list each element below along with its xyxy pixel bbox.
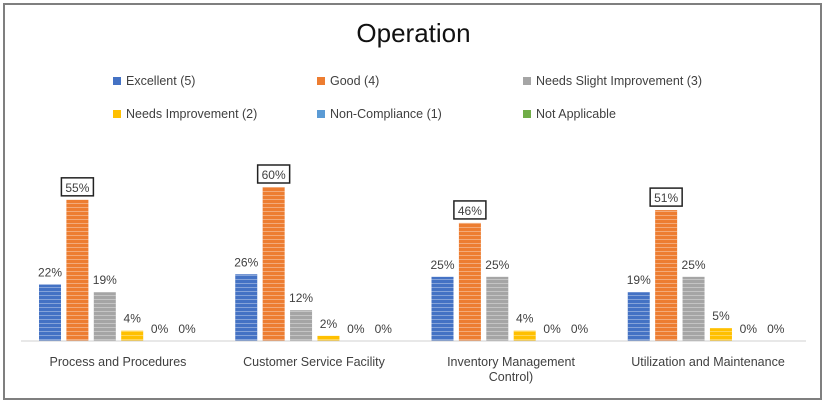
legend-item-needs-improvement: Needs Improvement (2)	[113, 107, 257, 121]
data-label-not-applicable-1: 0%	[178, 322, 196, 336]
bar-texture-good-4	[655, 210, 678, 341]
legend-label-good: Good (4)	[330, 74, 380, 88]
bar-texture-needs-improvement-3	[513, 330, 536, 341]
legend-item-excellent: Excellent (5)	[113, 74, 195, 88]
data-label-needs-improvement-1: 4%	[124, 312, 142, 326]
data-label-excellent-4: 19%	[627, 273, 651, 287]
category-label-utilization-and-maintenance: Utilization and Maintenance	[631, 355, 785, 369]
data-label-not-applicable-3: 0%	[571, 322, 589, 336]
legend-label-non-compliance: Non-Compliance (1)	[330, 107, 442, 121]
data-label-good-4: 51%	[654, 191, 678, 205]
legend-swatch-needs-slight-improvement	[523, 77, 531, 85]
data-label-box-2	[256, 164, 291, 184]
legend-swatch-good	[317, 77, 325, 85]
data-label-non-compliance-1: 0%	[151, 322, 169, 336]
chart-title: Operation	[356, 18, 471, 48]
bar-texture-excellent-3	[431, 276, 454, 341]
bar-texture-needs-improvement-2	[317, 335, 340, 341]
data-label-not-applicable-2: 0%	[375, 322, 393, 336]
data-label-needs-improvement-3: 4%	[516, 312, 534, 326]
data-label-box-3	[453, 200, 487, 220]
bar-texture-excellent-2	[235, 274, 258, 341]
bar-texture-needs-slight-improvement-4	[682, 276, 705, 341]
data-label-box-4	[649, 187, 683, 207]
bar-texture-needs-slight-improvement-2	[290, 310, 313, 341]
legend-swatch-excellent	[113, 77, 121, 85]
legend-swatch-not-applicable	[523, 110, 531, 118]
legend-item-good: Good (4)	[317, 74, 379, 88]
data-label-box-1	[60, 177, 95, 197]
bar-texture-excellent-1	[39, 284, 61, 341]
legend-item-not-applicable: Not Applicable	[523, 107, 616, 121]
legend-label-excellent: Excellent (5)	[126, 74, 196, 88]
category-label-customer-service-facility: Customer Service Facility	[243, 355, 385, 369]
bar-texture-good-1	[66, 199, 89, 341]
data-label-needs-slight-improvement-1: 19%	[93, 273, 117, 287]
data-label-non-compliance-4: 0%	[740, 322, 758, 336]
bar-texture-excellent-4	[627, 292, 650, 341]
data-label-needs-slight-improvement-4: 25%	[682, 258, 706, 272]
data-label-excellent-2: 26%	[234, 255, 258, 269]
data-label-needs-improvement-4: 5%	[712, 309, 730, 323]
bar-texture-needs-slight-improvement-3	[486, 276, 509, 341]
data-label-good-3: 46%	[458, 204, 482, 218]
legend-item-non-compliance: Non-Compliance (1)	[317, 107, 442, 121]
bar-texture-good-2	[262, 187, 285, 341]
legend-swatch-non-compliance	[317, 110, 325, 118]
category-label-inventory-management-control: Inventory Management Control)	[447, 355, 575, 384]
legend-label-needs-improvement: Needs Improvement (2)	[126, 107, 258, 121]
bar-texture-needs-slight-improvement-1	[93, 292, 116, 341]
data-label-needs-slight-improvement-2: 12%	[289, 291, 313, 305]
bar-texture-needs-improvement-4	[709, 328, 732, 341]
data-label-excellent-3: 25%	[430, 258, 454, 272]
data-label-excellent-1: 22%	[38, 266, 62, 280]
data-label-not-applicable-4: 0%	[767, 322, 785, 336]
data-label-good-1: 55%	[65, 181, 89, 195]
legend-label-not-applicable: Not Applicable	[536, 107, 616, 121]
data-label-non-compliance-3: 0%	[543, 322, 561, 336]
legend-swatch-needs-improvement	[113, 110, 121, 118]
data-label-good-2: 60%	[262, 168, 286, 182]
bar-texture-good-3	[458, 222, 481, 341]
category-label-process-and-procedures: Process and Procedures	[49, 355, 187, 369]
legend-item-needs-slight-improvement: Needs Slight Improvement (3)	[523, 74, 702, 88]
bar-texture-needs-improvement-1	[121, 330, 144, 341]
data-label-needs-slight-improvement-3: 25%	[485, 258, 509, 272]
data-label-non-compliance-2: 0%	[347, 322, 365, 336]
legend-label-needs-slight-improvement: Needs Slight Improvement (3)	[536, 74, 703, 88]
data-label-needs-improvement-2: 2%	[320, 317, 338, 331]
